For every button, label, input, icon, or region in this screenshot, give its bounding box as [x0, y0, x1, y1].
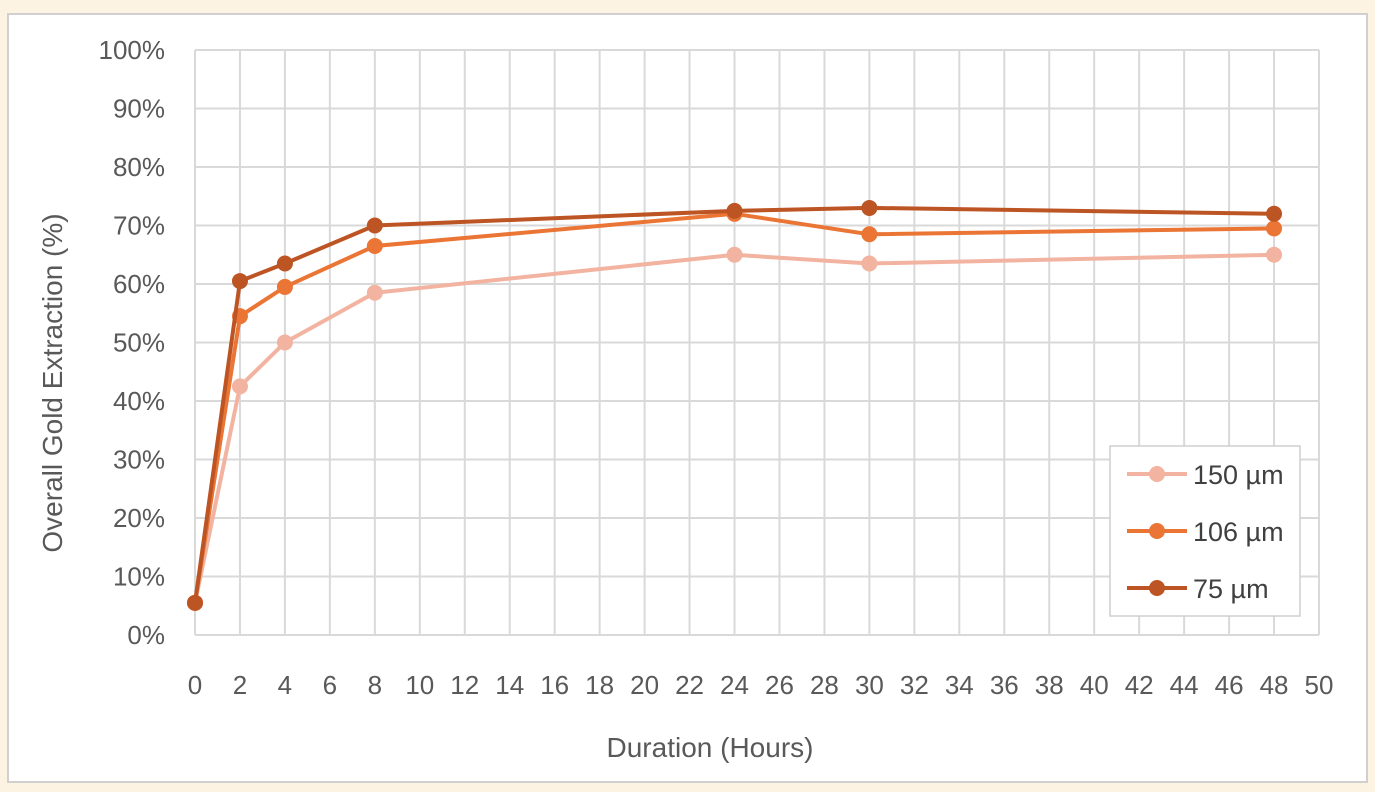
x-tick-label: 6	[323, 670, 337, 700]
y-tick-label: 90%	[113, 94, 165, 124]
x-tick-label: 38	[1035, 670, 1064, 700]
x-tick-label: 32	[900, 670, 929, 700]
y-tick-label: 50%	[113, 328, 165, 358]
x-tick-label: 44	[1170, 670, 1199, 700]
data-point	[861, 199, 878, 216]
legend-label: 75 µm	[1193, 574, 1269, 604]
data-point	[861, 226, 878, 243]
x-tick-label: 0	[188, 670, 202, 700]
y-tick-label: 40%	[113, 386, 165, 416]
x-tick-label: 40	[1080, 670, 1109, 700]
data-point	[1266, 246, 1283, 263]
data-point	[276, 255, 293, 272]
x-tick-label: 34	[945, 670, 974, 700]
data-point	[366, 284, 383, 301]
data-point	[1266, 205, 1283, 222]
x-axis-title: Duration (Hours)	[607, 732, 814, 763]
data-point	[366, 237, 383, 254]
legend-label: 106 µm	[1193, 517, 1284, 547]
y-tick-label: 100%	[99, 35, 166, 65]
y-tick-label: 0%	[127, 620, 165, 650]
x-tick-label: 10	[405, 670, 434, 700]
data-point	[366, 217, 383, 234]
data-point	[1266, 220, 1283, 237]
x-tick-label: 14	[495, 670, 524, 700]
x-tick-label: 46	[1215, 670, 1244, 700]
legend-label: 150 µm	[1193, 460, 1284, 490]
y-tick-label: 70%	[113, 211, 165, 241]
data-point	[726, 202, 743, 219]
x-tick-label: 2	[233, 670, 247, 700]
data-point	[276, 334, 293, 351]
x-tick-label: 24	[720, 670, 749, 700]
x-tick-label: 16	[540, 670, 569, 700]
x-axis-ticks: 0 2 4 6 8 10 12 14 16 18 20 22 24 26 28 30 32 34 36 38 40 42 4…	[188, 670, 1334, 700]
series-1	[187, 246, 1283, 611]
y-tick-label: 30%	[113, 445, 165, 475]
x-tick-label: 28	[810, 670, 839, 700]
x-tick-label: 36	[990, 670, 1019, 700]
x-tick-label: 48	[1260, 670, 1289, 700]
legend: 150 µm 106 µm 75 µm	[1109, 445, 1301, 617]
y-tick-label: 10%	[113, 562, 165, 592]
y-axis-ticks: 0% 10% 20% 30% 40% 50% 60% 70% 80% 90% 100%	[99, 35, 166, 650]
legend-marker	[1149, 580, 1165, 596]
x-tick-label: 30	[855, 670, 884, 700]
legend-marker	[1149, 466, 1165, 482]
y-axis-title: Overall Gold Extraction (%)	[37, 213, 68, 552]
legend-marker	[1149, 523, 1165, 539]
x-tick-label: 26	[765, 670, 794, 700]
data-point	[276, 278, 293, 295]
data-point	[726, 246, 743, 263]
y-tick-label: 80%	[113, 152, 165, 182]
data-point	[187, 594, 203, 611]
x-tick-label: 4	[278, 670, 292, 700]
x-tick-label: 22	[675, 670, 704, 700]
x-tick-label: 12	[450, 670, 479, 700]
data-point	[231, 273, 248, 290]
y-tick-label: 60%	[113, 269, 165, 299]
x-tick-label: 50	[1305, 670, 1334, 700]
y-tick-label: 20%	[113, 503, 165, 533]
series-3	[187, 199, 1283, 611]
data-point	[861, 255, 878, 272]
series-layer	[187, 199, 1283, 611]
x-tick-label: 18	[585, 670, 614, 700]
x-tick-label: 42	[1125, 670, 1154, 700]
x-tick-label: 20	[630, 670, 659, 700]
x-tick-label: 8	[368, 670, 382, 700]
data-point	[231, 378, 248, 395]
